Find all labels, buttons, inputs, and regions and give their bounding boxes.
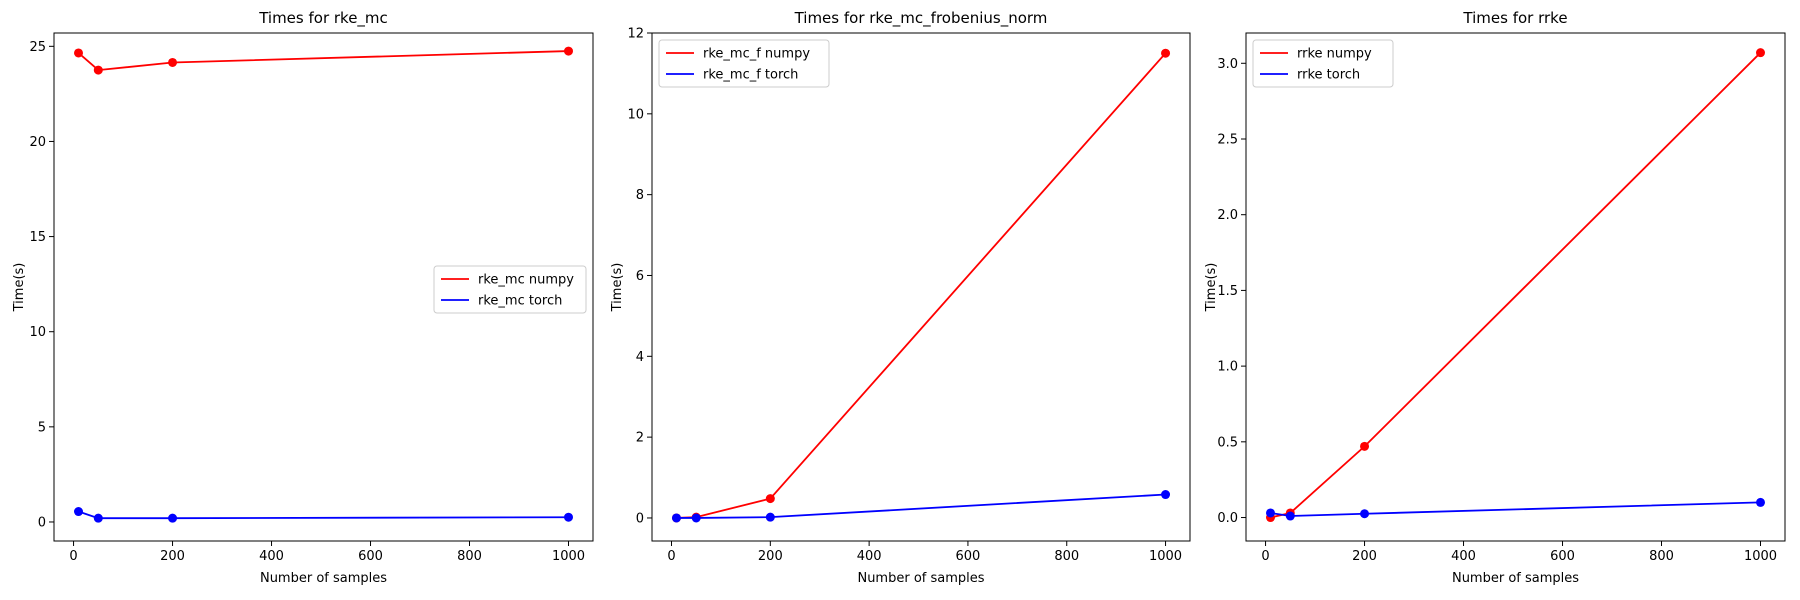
x-tick-label: 800: [457, 549, 482, 564]
data-point: [765, 494, 775, 504]
y-tick-label: 6: [636, 269, 644, 284]
y-tick-label: 25: [29, 40, 46, 55]
data-point: [1285, 511, 1295, 521]
x-tick-label: 600: [1550, 549, 1575, 564]
x-tick-label: 200: [1352, 549, 1377, 564]
data-point: [1360, 509, 1370, 519]
axes-frame: [53, 32, 594, 542]
x-axis-label: Number of samples: [260, 571, 387, 586]
y-tick-label: 4: [636, 350, 644, 365]
y-tick-label: 1.0: [1217, 360, 1238, 375]
subplot-3: Times for rrke 0 200 400 600 800 1000 0.0 0.5 1.0…: [1204, 9, 1786, 586]
series-line-2: [1270, 501, 1761, 517]
y-tick-label: 1.5: [1217, 284, 1238, 299]
y-axis-label: Time(s): [12, 263, 27, 313]
data-point: [564, 512, 573, 522]
plot-area: [671, 48, 1171, 523]
x-tick-label: 800: [1649, 549, 1674, 564]
data-point: [765, 512, 775, 522]
legend: rke_mc_f numpy rke_mc_f torch: [658, 39, 830, 88]
subplot-1: Times for rke_mc 0 200 400 600 800 1000 0 5 10 15 2…: [12, 9, 594, 586]
x-tick-label: 600: [358, 549, 383, 564]
legend-box: [433, 265, 587, 314]
legend-box: [1252, 39, 1394, 88]
series-line-2: [78, 510, 569, 520]
legend-label-1: rke_mc numpy: [478, 273, 574, 288]
data-point: [564, 46, 573, 56]
data-point: [1161, 490, 1171, 500]
y-tick-label: 0: [636, 511, 644, 526]
legend-label-1: rrke numpy: [1297, 47, 1372, 62]
x-tick-label: 400: [259, 549, 284, 564]
y-tick-label: 2: [636, 431, 644, 446]
y-tick-label: 10: [627, 107, 644, 122]
axes-frame: [1245, 32, 1786, 542]
data-point: [168, 513, 178, 523]
plot-area: [1266, 48, 1765, 523]
y-tick-label: 3.0: [1217, 57, 1238, 72]
y-tick-label: 5: [38, 420, 46, 435]
x-axis-label: Number of samples: [1452, 571, 1579, 586]
series-line-1: [77, 50, 569, 72]
legend-label-2: rrke torch: [1297, 68, 1360, 83]
legend-label-2: rke_mc_f torch: [703, 68, 798, 83]
data-point: [1266, 508, 1275, 518]
data-point: [1756, 497, 1765, 507]
x-tick-label: 600: [956, 549, 981, 564]
legend: rke_mc numpy rke_mc torch: [433, 265, 587, 314]
y-tick-label: 10: [29, 325, 46, 340]
x-tick-label: 0: [667, 549, 675, 564]
data-point: [168, 57, 178, 67]
x-tick-label: 200: [160, 549, 185, 564]
axes-frame: [651, 32, 1191, 542]
data-point: [1360, 441, 1370, 451]
legend-label-2: rke_mc torch: [478, 294, 562, 309]
data-point: [1756, 48, 1765, 58]
data-point: [671, 513, 681, 523]
series-line-1: [1270, 52, 1762, 519]
y-tick-label: 0.0: [1217, 511, 1238, 526]
legend-box: [658, 39, 830, 88]
x-tick-label: 800: [1054, 549, 1079, 564]
y-tick-label: 0.5: [1217, 435, 1238, 450]
data-point: [74, 507, 83, 517]
y-axis-label: Time(s): [1204, 263, 1219, 313]
chart-title: Times for rke_mc_frobenius_norm: [794, 9, 1048, 28]
y-tick-label: 15: [29, 230, 46, 245]
x-axis-label: Number of samples: [857, 571, 984, 586]
series-line-1: [676, 52, 1167, 519]
x-tick-label: 0: [1261, 549, 1269, 564]
series-line-2: [676, 493, 1166, 519]
x-tick-label: 0: [69, 549, 77, 564]
x-tick-label: 1000: [1149, 549, 1182, 564]
y-axis-label: Time(s): [610, 263, 625, 313]
x-tick-label: 400: [857, 549, 882, 564]
y-tick-label: 8: [636, 188, 644, 203]
x-tick-label: 1000: [552, 549, 585, 564]
data-point: [93, 513, 103, 523]
chart-title: Times for rrke: [1462, 9, 1567, 27]
x-tick-label: 1000: [1744, 549, 1777, 564]
y-tick-label: 2.5: [1217, 132, 1238, 147]
x-tick-label: 400: [1451, 549, 1476, 564]
data-point: [691, 513, 701, 523]
y-tick-label: 20: [29, 135, 46, 150]
data-point: [93, 65, 103, 75]
x-tick-label: 200: [758, 549, 783, 564]
y-tick-label: 12: [627, 27, 644, 42]
legend: rrke numpy rrke torch: [1252, 39, 1394, 88]
legend-label-1: rke_mc_f numpy: [703, 47, 810, 62]
chart-title: Times for rke_mc: [258, 9, 388, 28]
data-point: [1161, 48, 1171, 58]
plot-area: [74, 46, 573, 523]
y-tick-label: 0: [38, 515, 46, 530]
y-tick-label: 2.0: [1217, 208, 1238, 223]
data-point: [74, 48, 83, 58]
